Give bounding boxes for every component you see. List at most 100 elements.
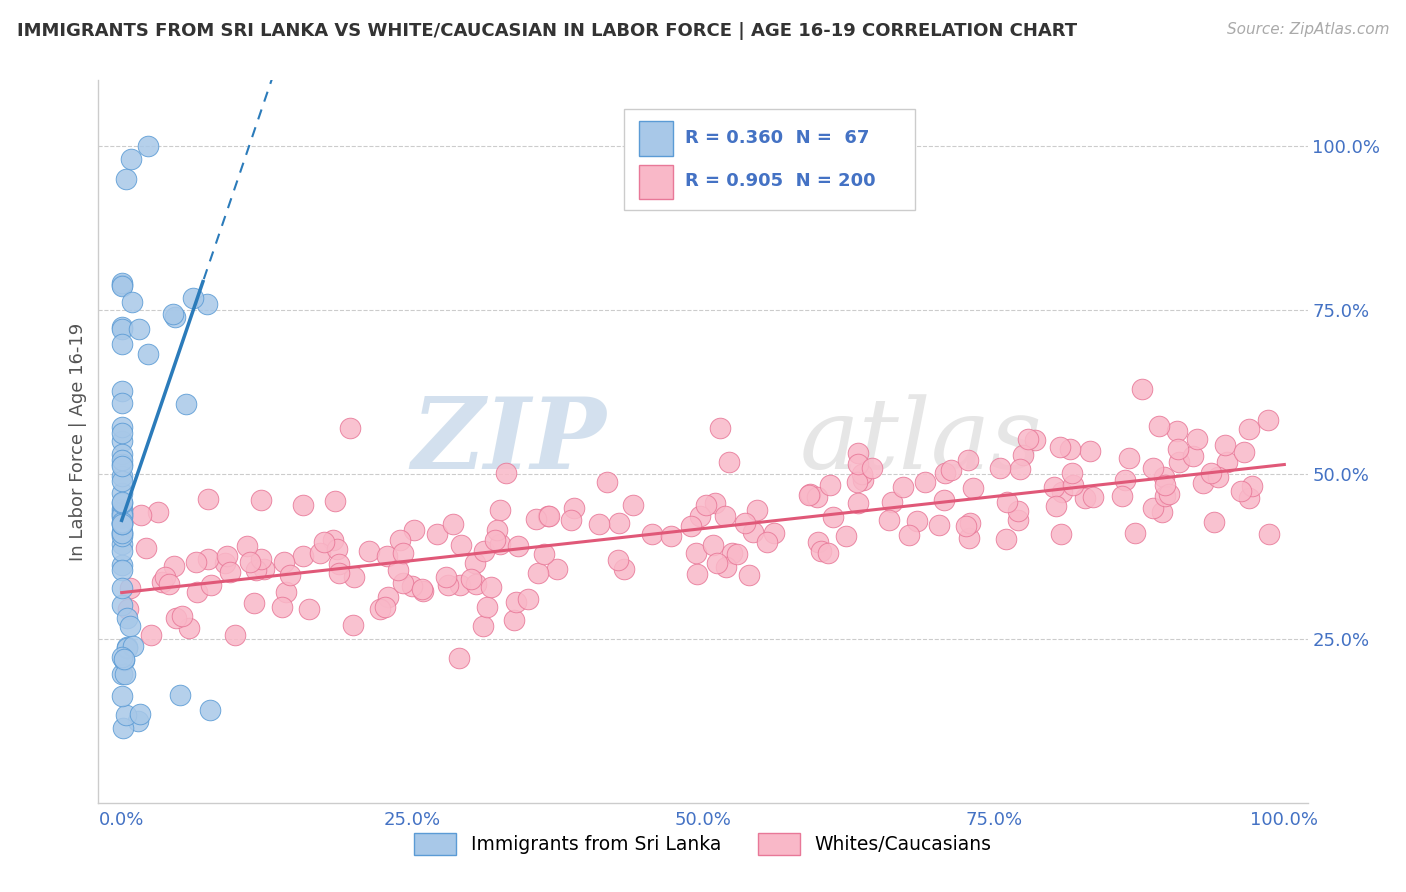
Point bbox=[817, 546, 839, 560]
Point bbox=[148, 505, 170, 519]
Point bbox=[184, 555, 207, 569]
Point bbox=[111, 320, 134, 334]
Point bbox=[1074, 491, 1097, 505]
Point bbox=[111, 537, 134, 551]
Point bbox=[1229, 483, 1251, 498]
Point bbox=[1024, 433, 1046, 447]
Point bbox=[1012, 448, 1035, 462]
Point bbox=[1185, 432, 1208, 446]
Point bbox=[846, 496, 869, 510]
Text: R = 0.360  N =  67: R = 0.360 N = 67 bbox=[685, 129, 869, 147]
Point bbox=[401, 579, 423, 593]
Point bbox=[111, 457, 134, 471]
Point bbox=[274, 585, 297, 599]
Point bbox=[111, 469, 134, 483]
Point bbox=[641, 526, 664, 541]
Point bbox=[706, 557, 728, 571]
Point bbox=[1239, 491, 1261, 505]
Point bbox=[1149, 419, 1171, 434]
Point bbox=[562, 501, 585, 516]
Point bbox=[891, 480, 914, 494]
Point bbox=[174, 397, 197, 411]
Point bbox=[153, 570, 176, 584]
Point bbox=[128, 322, 150, 336]
Point bbox=[1142, 500, 1164, 515]
Point bbox=[309, 546, 332, 560]
Point bbox=[411, 582, 433, 597]
Point bbox=[328, 557, 350, 571]
Point bbox=[111, 526, 134, 541]
Point bbox=[112, 652, 135, 666]
Point bbox=[472, 543, 495, 558]
Point bbox=[377, 590, 399, 604]
Point bbox=[163, 559, 186, 574]
Point bbox=[169, 688, 191, 702]
Point bbox=[1150, 505, 1173, 519]
Point bbox=[1233, 445, 1256, 459]
Point bbox=[734, 516, 756, 531]
Point bbox=[368, 602, 391, 616]
Point bbox=[111, 495, 134, 509]
Point bbox=[1050, 527, 1073, 541]
Point bbox=[328, 566, 350, 581]
Point bbox=[165, 610, 187, 624]
Point bbox=[464, 577, 486, 591]
Point bbox=[1167, 442, 1189, 457]
Point bbox=[111, 276, 134, 290]
Point bbox=[472, 619, 495, 633]
Point bbox=[1167, 455, 1189, 469]
FancyBboxPatch shape bbox=[624, 109, 915, 211]
Point bbox=[503, 613, 526, 627]
Point bbox=[914, 475, 936, 489]
Point bbox=[1081, 490, 1104, 504]
Point bbox=[111, 502, 134, 516]
Point bbox=[489, 503, 512, 517]
Point bbox=[623, 498, 645, 512]
Point bbox=[242, 595, 264, 609]
Point bbox=[995, 495, 1018, 509]
Point bbox=[810, 544, 832, 558]
Point bbox=[111, 396, 134, 410]
Point bbox=[1050, 484, 1073, 499]
Point bbox=[136, 347, 159, 361]
Point bbox=[505, 594, 527, 608]
Point bbox=[200, 703, 222, 717]
Point bbox=[127, 714, 149, 729]
Point bbox=[111, 529, 134, 543]
Point bbox=[714, 508, 737, 523]
Point bbox=[1045, 499, 1067, 513]
Legend: Immigrants from Sri Lanka, Whites/Caucasians: Immigrants from Sri Lanka, Whites/Caucas… bbox=[406, 825, 1000, 862]
Point bbox=[111, 558, 134, 573]
Point bbox=[181, 291, 204, 305]
Point bbox=[121, 295, 143, 310]
Point bbox=[716, 560, 738, 574]
Point bbox=[1130, 382, 1153, 396]
Point bbox=[939, 463, 962, 477]
FancyBboxPatch shape bbox=[638, 165, 673, 200]
Point bbox=[111, 447, 134, 461]
Point bbox=[995, 532, 1018, 546]
Point bbox=[1258, 526, 1281, 541]
Point bbox=[959, 516, 981, 530]
Point bbox=[851, 467, 873, 481]
Point bbox=[129, 508, 152, 522]
Point bbox=[533, 547, 555, 561]
Point bbox=[449, 578, 471, 592]
Point bbox=[136, 139, 159, 153]
Point bbox=[1017, 433, 1039, 447]
Point bbox=[955, 518, 977, 533]
Point bbox=[607, 516, 630, 531]
Point bbox=[120, 152, 142, 166]
Point bbox=[115, 611, 138, 625]
Point bbox=[114, 666, 136, 681]
Point bbox=[270, 600, 292, 615]
Point bbox=[325, 541, 347, 556]
Point bbox=[387, 563, 409, 577]
Point bbox=[412, 584, 434, 599]
Point bbox=[292, 549, 315, 563]
Point bbox=[343, 569, 366, 583]
Point bbox=[357, 543, 380, 558]
Point bbox=[250, 493, 273, 508]
Point bbox=[1199, 466, 1222, 480]
Point bbox=[450, 538, 472, 552]
